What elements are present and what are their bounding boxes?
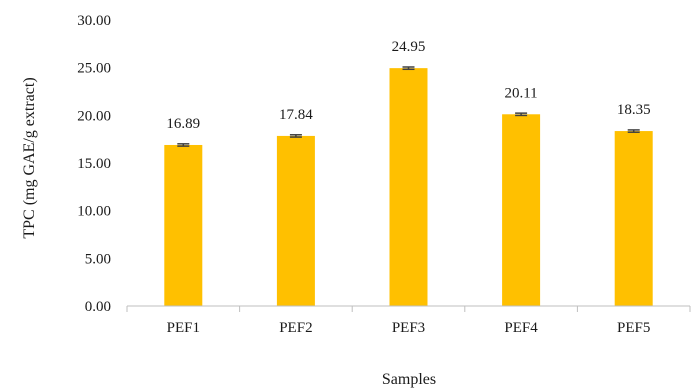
data-label: 24.95 bbox=[392, 39, 426, 55]
error-bars bbox=[177, 66, 640, 147]
y-axis-title: TPC (mg GAE/g extract) bbox=[21, 77, 38, 238]
y-tick-label: 5.00 bbox=[85, 251, 111, 267]
x-tick-label: PEF4 bbox=[504, 320, 538, 336]
y-tick-label: 10.00 bbox=[77, 204, 111, 220]
y-tick-label: 0.00 bbox=[85, 299, 111, 315]
data-label: 16.89 bbox=[166, 116, 200, 132]
y-tick-label: 30.00 bbox=[77, 13, 111, 29]
data-label: 18.35 bbox=[617, 102, 651, 118]
bar-pef4 bbox=[502, 114, 541, 306]
x-axis bbox=[126, 305, 691, 312]
bar-pef2 bbox=[276, 135, 315, 306]
data-label: 17.84 bbox=[279, 107, 313, 123]
bars bbox=[164, 68, 653, 306]
bar-pef1 bbox=[164, 144, 203, 306]
x-axis-category-labels: PEF1 PEF2 PEF3 PEF4 PEF5 bbox=[167, 320, 651, 336]
y-tick-label: 25.00 bbox=[77, 61, 111, 77]
bar-pef3 bbox=[389, 68, 428, 306]
x-tick-label: PEF1 bbox=[167, 320, 200, 336]
x-tick-label: PEF2 bbox=[279, 320, 312, 336]
y-tick-label: 20.00 bbox=[77, 108, 111, 124]
y-axis-ticks: 0.00 5.00 10.00 15.00 20.00 25.00 30.00 bbox=[77, 13, 111, 315]
bar-pef5 bbox=[614, 131, 653, 306]
x-tick-label: PEF3 bbox=[392, 320, 425, 336]
y-tick-label: 15.00 bbox=[77, 156, 111, 172]
x-axis-title: Samples bbox=[382, 371, 436, 388]
data-label: 20.11 bbox=[504, 85, 537, 101]
data-labels: 16.89 17.84 24.95 20.11 18.35 bbox=[166, 39, 650, 132]
x-tick-label: PEF5 bbox=[617, 320, 650, 336]
